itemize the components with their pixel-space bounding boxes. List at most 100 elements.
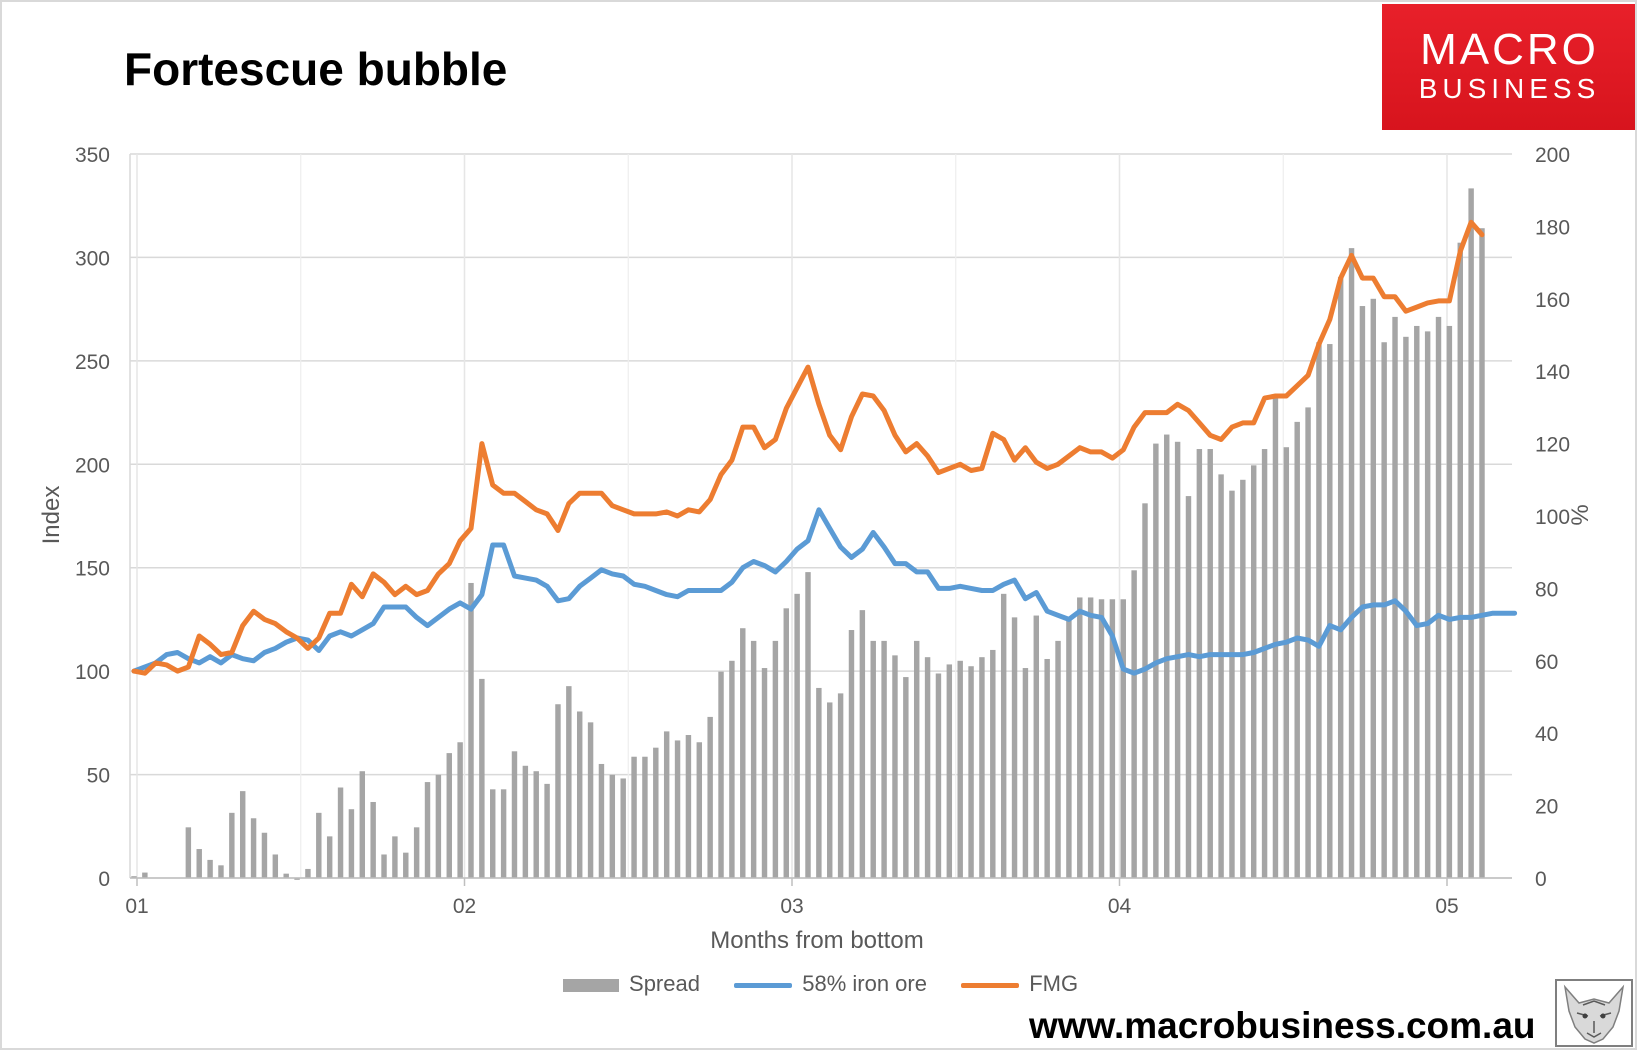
spread-bar: [1174, 441, 1181, 878]
spread-bar: [685, 735, 692, 878]
website-url: www.macrobusiness.com.au: [1029, 1005, 1536, 1046]
spread-bar: [740, 628, 746, 878]
spread-bar: [805, 572, 811, 878]
y-tick-right: 180: [1535, 216, 1570, 239]
spread-bar: [511, 751, 518, 878]
spread-bar: [794, 593, 800, 878]
y-tick-right: 120: [1535, 434, 1570, 457]
spread-bar: [761, 668, 768, 878]
spread-bar: [1250, 465, 1257, 878]
spread-bar: [283, 873, 289, 878]
spread-bar: [576, 711, 583, 878]
y-tick-left: 150: [75, 558, 110, 581]
spread-bar: [218, 865, 224, 878]
spread-bar: [881, 640, 887, 878]
spread-bar: [1446, 325, 1453, 878]
spread-bar: [392, 836, 398, 878]
y-tick-left: 250: [75, 351, 110, 374]
spread-bar: [1240, 479, 1246, 878]
spread-bar: [696, 742, 703, 878]
spread-bar: [903, 677, 909, 878]
x-tick-label: 04: [1108, 895, 1132, 918]
iron-ore-line: [131, 507, 1518, 676]
spread-bar: [468, 582, 474, 878]
spread-bar: [1392, 316, 1398, 878]
legend-label-spread: Spread: [629, 971, 700, 997]
spread-bar: [381, 854, 387, 878]
spread-bar: [207, 859, 213, 878]
spread-bar: [1131, 570, 1137, 878]
legend-label-iron-ore: 58% iron ore: [802, 971, 927, 997]
y-tick-left: 350: [75, 144, 110, 167]
legend-item-fmg: FMG: [961, 971, 1078, 997]
spread-bar: [1120, 599, 1126, 878]
spread-bar: [1348, 248, 1355, 878]
spread-bar: [1403, 336, 1409, 878]
spread-bar: [1381, 342, 1387, 878]
spread-bar: [1468, 188, 1474, 878]
y-tick-right: 0: [1535, 868, 1547, 891]
spread-bar: [598, 763, 605, 878]
spread-bar: [772, 640, 779, 878]
spread-bar: [1359, 306, 1366, 878]
y-tick-left: 200: [75, 454, 110, 477]
x-tick-label: 05: [1435, 895, 1458, 918]
spread-bar: [1457, 242, 1463, 878]
spread-bar: [457, 742, 463, 878]
spread-bar: [1218, 474, 1224, 878]
y-tick-right: 80: [1535, 578, 1558, 601]
spread-bar: [1077, 597, 1083, 878]
spread-bar: [1261, 449, 1268, 878]
spread-bar: [1000, 593, 1007, 878]
spread-bar: [1283, 447, 1290, 878]
macrobusiness-logo: MACRO BUSINESS: [1382, 4, 1635, 130]
spread-bar: [913, 640, 920, 878]
spread-bar: [718, 671, 724, 878]
spread-bar: [729, 660, 735, 878]
spread-bar: [631, 756, 637, 878]
spread-bar: [337, 787, 344, 878]
spread-bar: [403, 852, 409, 878]
spread-bar: [990, 649, 996, 878]
spread-bars: [131, 188, 1496, 880]
spread-bar: [750, 640, 757, 878]
spread-bar: [555, 704, 561, 878]
spread-bar: [316, 812, 322, 878]
spread-bar: [587, 722, 594, 878]
spread-bar: [250, 818, 257, 878]
spread-bar: [653, 747, 659, 878]
spread-bar: [1066, 619, 1072, 878]
legend-swatch-fmg: [961, 982, 1020, 988]
spread-bar: [566, 686, 572, 878]
spread-bar: [326, 836, 333, 878]
spread-bar: [1272, 398, 1279, 878]
spread-bar: [370, 801, 376, 878]
spread-bar: [413, 827, 420, 878]
spread-bar: [435, 774, 442, 878]
y-tick-right: 60: [1535, 651, 1558, 674]
spread-bar: [892, 655, 898, 878]
logo-line-2: BUSINESS: [1418, 73, 1601, 104]
spread-bar: [359, 771, 366, 878]
spread-bar: [957, 660, 963, 878]
spread-bar: [1414, 325, 1420, 878]
spread-bar: [294, 878, 300, 880]
spread-bar: [663, 731, 670, 878]
spread-bar: [783, 608, 789, 878]
spread-bar: [816, 687, 822, 878]
spread-bar: [1098, 599, 1105, 878]
spread-bar: [1196, 449, 1203, 878]
spread-bar: [1142, 503, 1148, 878]
spread-bar: [348, 809, 355, 878]
y-tick-right: 200: [1535, 144, 1570, 167]
x-tick-label: 03: [780, 895, 803, 918]
spread-bar: [424, 782, 431, 878]
spread-bar: [131, 876, 137, 878]
spread-bar: [1109, 599, 1116, 878]
spread-bar: [1185, 496, 1192, 878]
y-tick-right: 140: [1535, 361, 1570, 384]
spread-bar: [968, 666, 974, 878]
spread-bar: [620, 778, 626, 878]
spread-bar: [239, 791, 246, 878]
